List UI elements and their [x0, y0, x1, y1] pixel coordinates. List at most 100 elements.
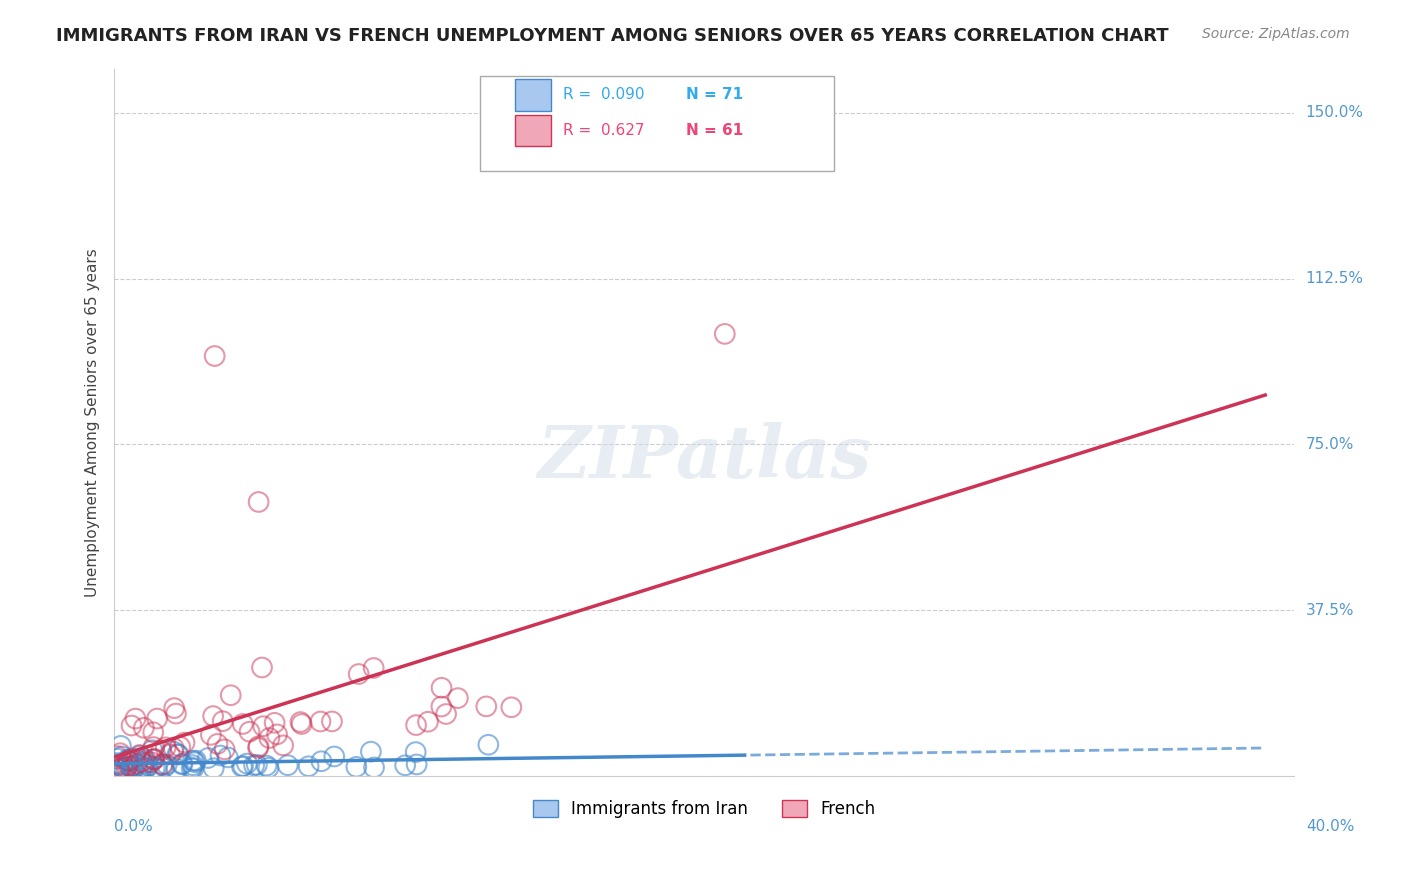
- Text: N = 61: N = 61: [686, 123, 744, 138]
- Point: [135, 761, 157, 775]
- Point: [152, 757, 174, 772]
- Point: [128, 747, 150, 762]
- Point: [257, 761, 280, 775]
- Point: [105, 751, 128, 765]
- Point: [217, 750, 239, 764]
- Text: 112.5%: 112.5%: [1306, 271, 1364, 286]
- Point: [134, 756, 156, 770]
- Point: [108, 762, 131, 776]
- Point: [110, 739, 132, 753]
- Point: [243, 758, 266, 772]
- Point: [360, 745, 382, 759]
- Point: [159, 747, 181, 762]
- Legend: Immigrants from Iran, French: Immigrants from Iran, French: [526, 793, 882, 824]
- Point: [477, 738, 499, 752]
- Point: [311, 754, 333, 768]
- Text: R =  0.627: R = 0.627: [562, 123, 644, 138]
- Point: [181, 758, 204, 772]
- Point: [405, 745, 427, 759]
- Point: [290, 714, 312, 729]
- Point: [166, 762, 188, 776]
- Point: [105, 756, 128, 770]
- Point: [309, 714, 332, 729]
- Point: [347, 667, 370, 681]
- Point: [145, 760, 167, 774]
- Point: [152, 758, 174, 772]
- Point: [207, 737, 229, 751]
- Point: [170, 757, 193, 772]
- Text: N = 71: N = 71: [686, 87, 744, 103]
- Text: 0.0%: 0.0%: [114, 819, 153, 834]
- Point: [135, 753, 157, 767]
- FancyBboxPatch shape: [479, 76, 834, 171]
- Point: [124, 760, 146, 774]
- Point: [173, 736, 195, 750]
- Point: [155, 740, 177, 755]
- Point: [405, 757, 427, 772]
- Point: [143, 752, 166, 766]
- Point: [131, 762, 153, 776]
- Point: [256, 758, 278, 772]
- Text: 75.0%: 75.0%: [1306, 437, 1354, 452]
- Point: [124, 712, 146, 726]
- Point: [475, 699, 498, 714]
- Point: [197, 751, 219, 765]
- Point: [259, 731, 281, 745]
- Point: [277, 758, 299, 772]
- Point: [323, 749, 346, 764]
- Point: [111, 749, 134, 764]
- Point: [447, 691, 470, 706]
- Point: [141, 743, 163, 757]
- Point: [167, 747, 190, 762]
- Point: [118, 754, 141, 768]
- Point: [121, 754, 143, 768]
- Point: [430, 681, 453, 695]
- Text: 40.0%: 40.0%: [1306, 819, 1354, 834]
- Point: [501, 700, 523, 714]
- Point: [236, 756, 259, 771]
- Point: [180, 761, 202, 775]
- Point: [165, 706, 187, 721]
- Point: [107, 757, 129, 772]
- Point: [143, 761, 166, 775]
- Point: [163, 701, 186, 715]
- Text: Source: ZipAtlas.com: Source: ZipAtlas.com: [1202, 27, 1350, 41]
- Point: [246, 758, 269, 772]
- Point: [405, 718, 427, 732]
- Point: [202, 761, 225, 775]
- Point: [117, 754, 139, 768]
- Point: [202, 709, 225, 723]
- Point: [132, 721, 155, 735]
- Point: [121, 751, 143, 765]
- Point: [153, 760, 176, 774]
- Point: [143, 752, 166, 766]
- Point: [247, 740, 270, 755]
- Point: [209, 748, 232, 763]
- Point: [434, 706, 457, 721]
- Point: [232, 717, 254, 731]
- Point: [219, 688, 242, 702]
- Point: [271, 739, 294, 753]
- Point: [200, 728, 222, 742]
- Point: [108, 762, 131, 776]
- Point: [132, 762, 155, 776]
- Point: [121, 718, 143, 732]
- Point: [150, 743, 173, 757]
- Point: [136, 758, 159, 772]
- Point: [263, 715, 285, 730]
- Point: [163, 741, 186, 756]
- Point: [247, 495, 270, 509]
- Point: [117, 755, 139, 769]
- Point: [166, 747, 188, 762]
- Point: [117, 757, 139, 772]
- Bar: [516, 79, 551, 111]
- Point: [363, 760, 385, 774]
- Point: [118, 753, 141, 767]
- Point: [297, 759, 319, 773]
- Point: [430, 699, 453, 714]
- Point: [112, 761, 135, 775]
- Point: [146, 712, 169, 726]
- Point: [129, 748, 152, 763]
- Point: [416, 714, 439, 729]
- Point: [250, 660, 273, 674]
